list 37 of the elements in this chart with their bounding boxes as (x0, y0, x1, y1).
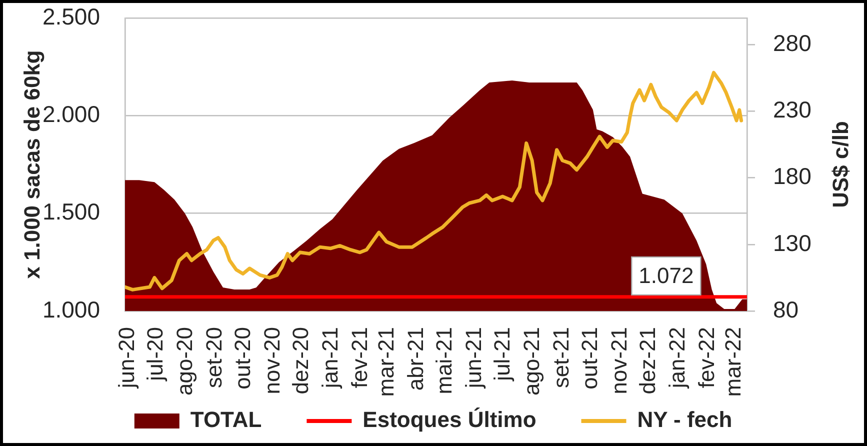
x-tick-label: abr-21 (403, 327, 428, 391)
x-tick-label: set-21 (548, 327, 574, 388)
x-tick-label: fev-22 (694, 327, 720, 388)
x-tick-label: fev-21 (346, 327, 372, 388)
x-tick-label: jun-20 (114, 327, 139, 390)
x-tick-label: out-21 (577, 327, 602, 390)
y-tick-label: 1.500 (42, 198, 100, 225)
x-tick-label: jun-21 (461, 327, 486, 390)
x-tick-label: mar-21 (374, 327, 399, 397)
y2-axis-title: US$ c/lb (828, 121, 854, 208)
x-tick-label: nov-20 (259, 327, 284, 394)
x-tick-label: jan-21 (317, 327, 342, 390)
x-tick-label: jul-21 (490, 327, 515, 382)
y-tick-label: 2.500 (42, 3, 100, 30)
y2-tick-label: 130 (773, 230, 812, 256)
x-tick-label: nov-21 (606, 327, 632, 394)
x-tick-label: mai-21 (432, 327, 457, 394)
x-tick-label: mar-22 (720, 327, 746, 397)
legend-label: NY - fech (637, 407, 732, 432)
x-tick-label: dez-20 (288, 327, 313, 394)
y2-tick-label: 180 (773, 163, 812, 190)
y-tick-label: 1.000 (42, 296, 100, 322)
legend-label: TOTAL (190, 407, 262, 432)
x-tick-label: jul-20 (142, 327, 168, 382)
y2-tick-label: 280 (773, 30, 812, 56)
y2-tick-label: 230 (773, 96, 812, 123)
x-tick-label: set-20 (201, 327, 226, 388)
legend-label: Estoques Último (362, 407, 536, 432)
data-label: 1.072 (638, 263, 694, 288)
x-tick-label: out-20 (230, 327, 255, 390)
x-tick-label: dez-21 (635, 327, 660, 394)
x-tick-label: jan-22 (664, 327, 690, 390)
x-tick-label: ago-20 (172, 327, 197, 396)
x-tick-label: ago-21 (519, 327, 544, 396)
y-axis-title: x 1.000 sacas de 60kg (19, 50, 44, 279)
y2-tick-label: 80 (773, 296, 799, 322)
y-tick-label: 2.000 (42, 101, 100, 128)
